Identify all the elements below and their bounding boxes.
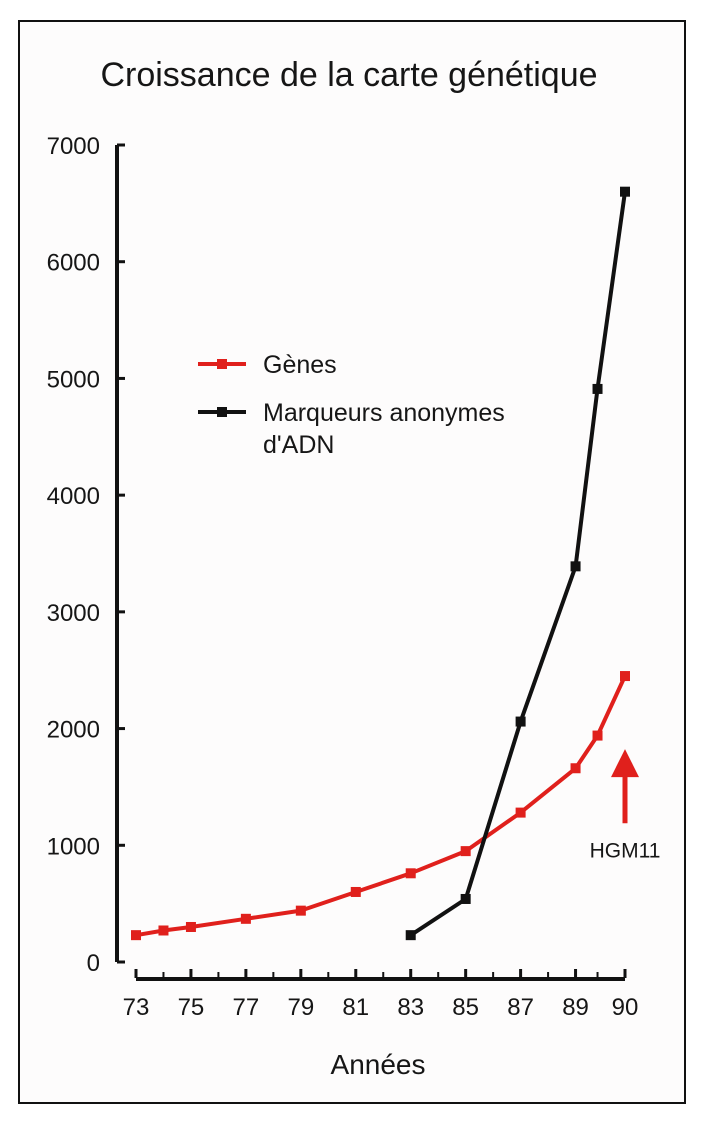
annotation-label: HGM11 [590,839,661,862]
data-point [295,905,306,916]
series-line [409,191,627,937]
axes: 0 1000 2000 3000 4000 5000 6000 7000 73 75 77 79 81 8… [47,133,639,1021]
x-tick-label: 89 [562,994,589,1021]
chart-title: Croissance de la carte génétique [100,56,597,94]
line-chart: Croissance de la carte génétique 0 1000 20… [47,56,661,1080]
y-tick-label: 7000 [47,133,100,160]
x-tick-label: 73 [123,994,150,1021]
y-tick-label: 4000 [47,483,100,510]
data-point [515,807,526,818]
y-tick-label: 1000 [47,833,100,860]
y-tick-label: 6000 [47,250,100,277]
annotation-layer: HGM11 [590,749,661,862]
x-axis-label: Années [331,1049,426,1080]
data-point [240,913,251,924]
x-tick-label: 85 [452,994,479,1021]
data-point [158,925,169,936]
x-tick-label: 77 [233,994,260,1021]
data-point [592,383,603,394]
legend: Gènes Marqueurs anonymes d'ADN [198,351,505,459]
data-point [620,671,630,682]
x-tick-label: 90 [612,994,639,1021]
data-point [185,921,196,932]
y-tick-label: 0 [87,950,100,977]
data-point [460,893,471,904]
annotation-arrow-head [611,749,639,778]
series-line [135,675,627,938]
data-point [460,846,471,857]
y-tick-label: 5000 [47,366,100,393]
legend-label: Marqueurs anonymes d'ADN [263,399,505,459]
series-markers [405,186,630,941]
data-point [620,186,630,197]
legend-swatch-marker [217,359,227,369]
legend-label: Gènes [263,351,337,379]
y-tick-label: 2000 [47,717,100,744]
data-point [570,561,581,572]
series-genes [131,671,630,941]
data-point [515,716,526,727]
data-point [405,868,416,879]
data-point [570,763,581,774]
series-layer [131,186,630,941]
data-point [405,930,416,941]
x-tick-label: 87 [507,994,534,1021]
data-point [131,930,141,941]
y-tick-label: 3000 [47,600,100,627]
x-tick-label: 83 [397,994,424,1021]
chart-frame: Croissance de la carte génétique 0 1000 20… [18,20,686,1104]
x-tick-label: 75 [178,994,205,1021]
data-point [592,730,603,741]
x-tick-label: 79 [287,994,314,1021]
x-tick-label: 81 [342,994,369,1021]
legend-swatch-marker [217,407,227,417]
data-point [350,886,361,897]
